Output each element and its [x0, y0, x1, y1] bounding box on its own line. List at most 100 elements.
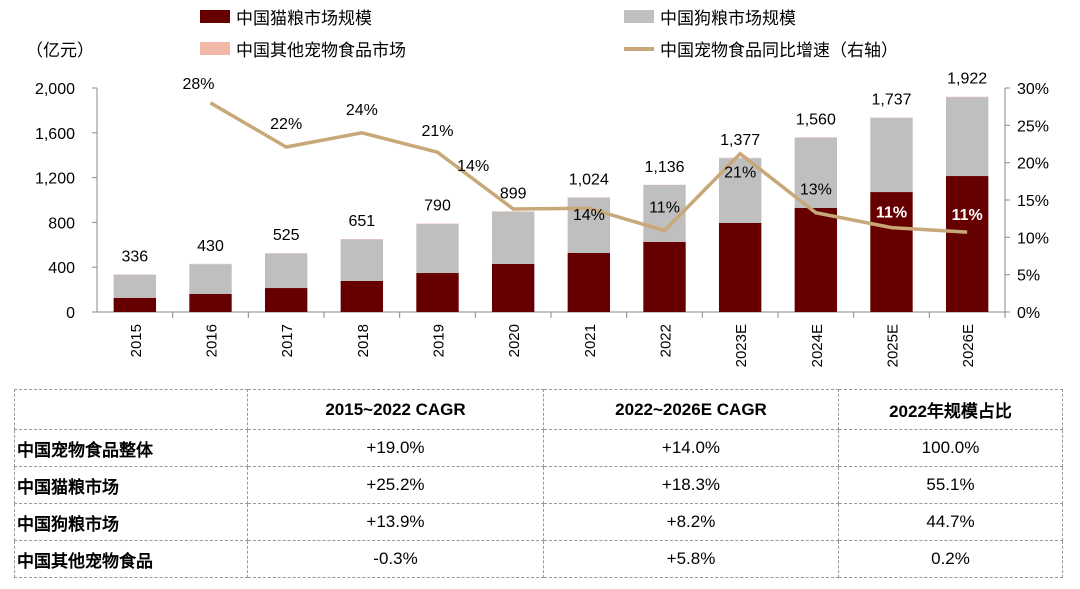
table-cell: 55.1%	[838, 466, 1063, 504]
x-tick-label: 2026E	[960, 324, 977, 367]
bar-dog	[945, 97, 989, 177]
bar-dog	[870, 117, 913, 193]
total-label: 1,377	[720, 132, 760, 149]
y-axis-unit: （亿元）	[26, 41, 94, 60]
legend-dog: 中国狗粮市场规模	[624, 4, 796, 29]
y-tick-label: 1,600	[35, 126, 75, 143]
growth-point-label: 11%	[876, 205, 907, 222]
growth-point-label: 21%	[421, 123, 453, 140]
legend-swatch-growth	[624, 46, 654, 51]
bar-cat	[113, 298, 157, 312]
x-tick-label: 2025E	[885, 324, 902, 367]
total-label: 1,136	[644, 159, 684, 176]
bar-cat	[567, 252, 611, 312]
legend-other: 中国其他宠物食品市场	[200, 36, 406, 61]
table-cell: +14.0%	[543, 429, 839, 467]
total-label: 336	[121, 248, 148, 265]
table-cell: 中国宠物食品整体	[14, 429, 248, 467]
x-tick-label: 2023E	[733, 324, 750, 367]
bar-cat	[340, 280, 384, 312]
growth-point-label: 24%	[346, 102, 378, 119]
bar-dog	[567, 197, 611, 253]
growth-point-label: 28%	[182, 76, 214, 93]
bar-dog	[189, 264, 232, 294]
x-tick-label: 2020	[506, 324, 523, 357]
growth-point-label: 11%	[952, 207, 983, 224]
bar-cat	[794, 207, 838, 312]
x-tick-label: 2015	[128, 324, 145, 357]
table-cell: 100.0%	[838, 429, 1063, 467]
x-tick-label: 2024E	[809, 324, 826, 367]
table-cell: 中国狗粮市场	[14, 503, 248, 541]
legend-swatch-dog	[624, 10, 654, 23]
total-label: 525	[273, 227, 300, 244]
legend-growth: 中国宠物食品同比增速（右轴）	[624, 36, 898, 61]
total-label: 1,922	[947, 71, 987, 88]
table-header-cell: 2022~2026E CAGR	[543, 389, 839, 430]
x-tick-label: 2018	[355, 324, 372, 357]
table-cell: +18.3%	[543, 466, 839, 504]
table-row: 中国其他宠物食品 -0.3% +5.8% 0.2%	[14, 540, 1063, 578]
y2-tick-label: 5%	[1017, 268, 1040, 285]
growth-point-label: 13%	[800, 182, 832, 199]
bar-cat	[718, 222, 762, 312]
growth-point-label: 22%	[270, 116, 302, 133]
x-tick-label: 2021	[582, 324, 599, 357]
bar-cat	[870, 192, 913, 312]
x-tick-label: 2022	[658, 324, 675, 357]
legend-label: 中国猫粮市场规模	[236, 9, 372, 28]
growth-point-label: 14%	[457, 158, 489, 175]
growth-point-label: 14%	[573, 207, 605, 224]
growth-point-label: 11%	[649, 200, 680, 217]
growth-point-label: 21%	[724, 165, 756, 182]
bar-dog	[491, 211, 535, 264]
total-label: 430	[197, 238, 224, 255]
total-label: 1,024	[569, 171, 609, 188]
x-tick-label: 2019	[431, 324, 448, 357]
y-tick-label: 400	[48, 260, 75, 277]
bar-cat	[416, 273, 459, 312]
total-label: 1,737	[871, 91, 911, 108]
y-tick-label: 1,200	[35, 171, 75, 188]
table-row: 中国猫粮市场 +25.2% +18.3% 55.1%	[14, 466, 1063, 504]
table-cell: +25.2%	[247, 466, 544, 504]
y2-tick-label: 0%	[1017, 305, 1040, 322]
chart: 0 400 800 1,200 1,600 2,000 0% 5% 10% 15% 20% 25% 30…	[35, 71, 1049, 368]
y2-tick-label: 20%	[1017, 156, 1049, 173]
bar-dog	[264, 253, 308, 289]
y-tick-label: 2,000	[35, 81, 75, 98]
legend-cat: 中国猫粮市场规模	[200, 4, 372, 29]
bar-cat	[491, 263, 535, 312]
y2-tick-label: 30%	[1017, 81, 1049, 98]
table-header-cell	[14, 389, 248, 430]
table-header-row: 2015~2022 CAGR 2022~2026E CAGR 2022年规模占比	[14, 389, 1063, 430]
y-tick-label: 800	[48, 215, 75, 232]
table-header-cell: 2015~2022 CAGR	[247, 389, 544, 430]
total-label: 1,560	[796, 111, 836, 128]
legend-label: 中国其他宠物食品市场	[236, 41, 406, 60]
table-cell: 中国其他宠物食品	[14, 540, 248, 578]
y-tick-label: 0	[66, 305, 75, 322]
table-cell: 44.7%	[838, 503, 1063, 541]
legend-label: 中国狗粮市场规模	[660, 9, 796, 28]
table-cell: 0.2%	[838, 540, 1063, 578]
bar-cat	[189, 293, 232, 312]
total-label: 651	[348, 213, 375, 230]
legend-swatch-other	[200, 42, 230, 55]
legend-swatch-cat	[200, 10, 230, 23]
bar-cat	[643, 241, 686, 312]
table-cell: +13.9%	[247, 503, 544, 541]
table-cell: +19.0%	[247, 429, 544, 467]
bar-dog	[113, 274, 157, 298]
bar-cat	[945, 176, 989, 312]
table-header-cell: 2022年规模占比	[838, 389, 1063, 430]
growth-line	[209, 101, 968, 234]
bar-cat	[264, 288, 308, 312]
table-row: 中国宠物食品整体 +19.0% +14.0% 100.0%	[14, 429, 1063, 467]
table-cell: -0.3%	[247, 540, 544, 578]
table-cell: +8.2%	[543, 503, 839, 541]
table-cell: +5.8%	[543, 540, 839, 578]
y2-tick-label: 25%	[1017, 118, 1049, 135]
bar-dog	[340, 239, 384, 281]
legend-label: 中国宠物食品同比增速（右轴）	[660, 41, 898, 60]
